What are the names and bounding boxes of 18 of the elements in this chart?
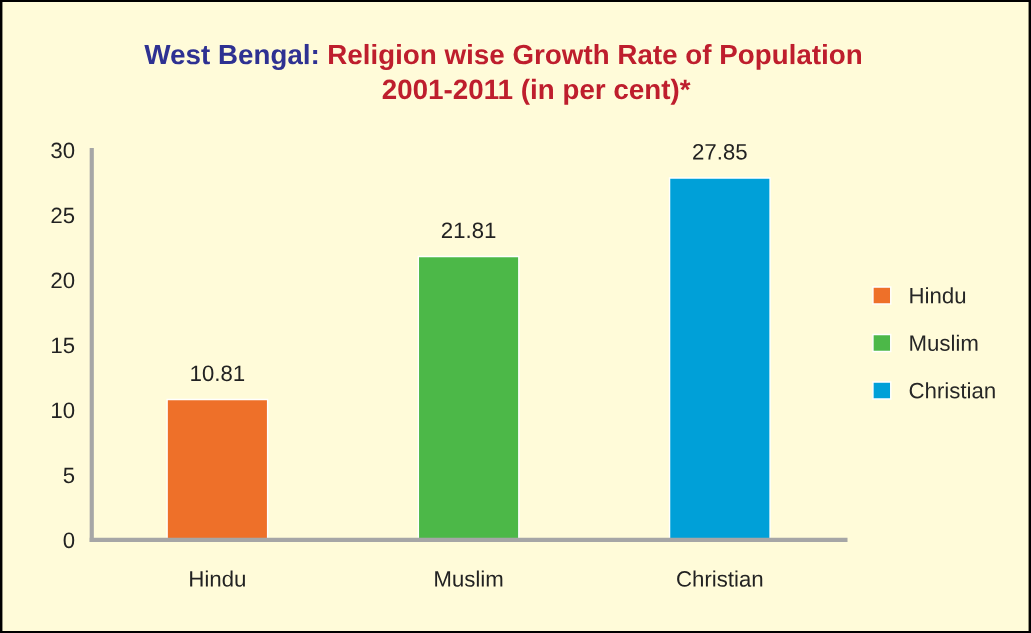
y-tick-label: 10 [52,402,75,419]
y-tick-label: 30 [51,142,75,159]
legend-label: Hindu [910,287,966,304]
chart-subtitle: 2001-2011 (in per cent)* [382,78,691,105]
data-label: 21.81 [441,222,496,239]
x-tick-label: Hindu [190,570,245,587]
y-tick-label: 20 [51,272,75,289]
y-tick-label: 0 [63,532,75,549]
legend-label: Muslim [910,334,978,352]
y-tick-label: 25 [51,207,75,224]
data-label: 27.85 [693,143,747,160]
data-label: 10.81 [191,365,245,382]
x-tick-label: Christian [677,570,763,587]
y-tick-label: 15 [52,337,75,354]
x-tick-label: Muslim [435,570,503,587]
legend-label: Christian [909,382,995,399]
y-tick-label: 5 [63,467,75,484]
chart-title: West Bengal: Religion wise Growth Rate of Population [144,43,861,70]
